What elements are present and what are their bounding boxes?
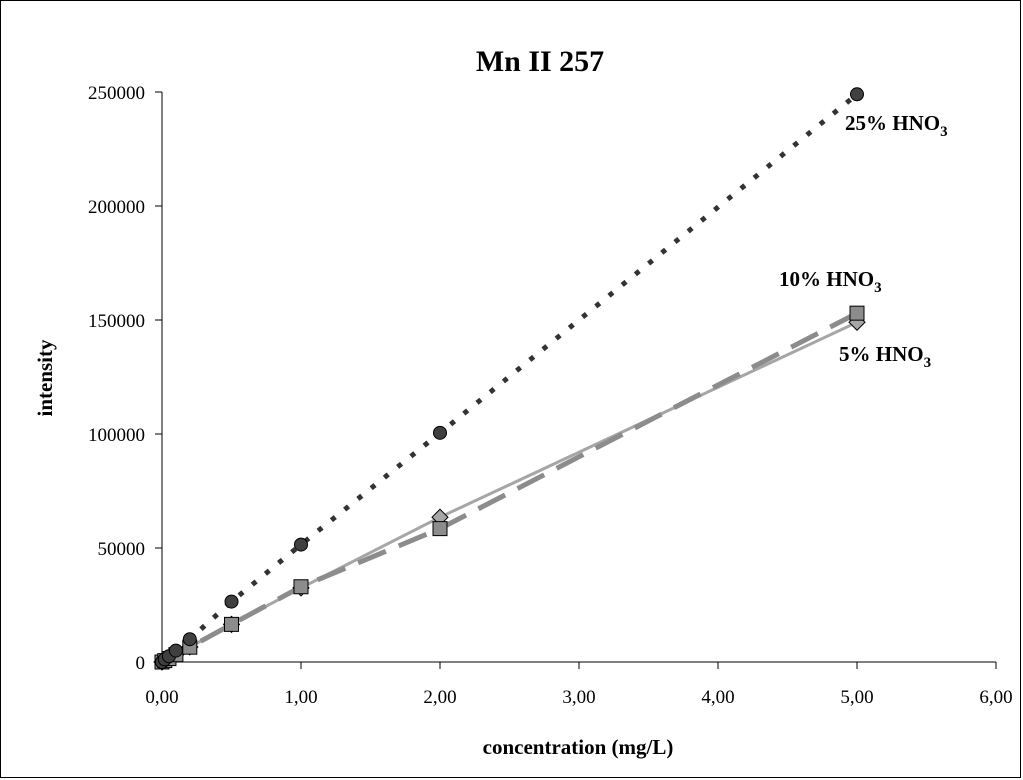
chart-title: Mn II 257 [476,45,604,78]
series-label: 10% HNO3 [779,267,882,296]
y-tick-label: 200000 [88,197,145,218]
y-tick-label: 150000 [88,311,145,332]
data-point [432,521,448,537]
series-line [161,320,858,664]
series-markers [153,87,866,671]
x-tick-label: 0,00 [145,687,178,708]
data-point [224,594,239,609]
axes [155,91,997,669]
series-labels: 25% HNO3 10% HNO3 5% HNO3 [779,111,948,371]
x-tick-label: 5,00 [840,687,873,708]
series-line [160,92,859,664]
tick-labels: 0,00 1,00 2,00 3,00 4,00 5,00 6,00 0 50000 100000… [88,83,1013,708]
data-point [182,632,197,647]
data-point [293,579,309,595]
y-tick-label: 250000 [88,83,145,104]
y-tick-label: 0 [136,653,146,674]
x-tick-label: 1,00 [284,687,317,708]
data-point [433,425,447,440]
data-point [168,643,183,658]
series-label: 25% HNO3 [845,111,948,140]
series-line [160,310,859,665]
data-point [294,537,308,552]
data-point [224,616,239,632]
data-point [850,87,864,102]
series-label: 5% HNO3 [839,342,931,371]
series-lines [160,92,859,665]
x-axis-title: concentration (mg/L) [483,735,674,759]
x-tick-label: 2,00 [423,687,456,708]
y-tick-label: 100000 [88,425,145,446]
x-tick-label: 4,00 [701,687,734,708]
x-tick-label: 6,00 [979,687,1012,708]
x-tick-label: 3,00 [562,687,595,708]
y-tick-label: 50000 [98,539,146,560]
data-point [849,305,865,321]
y-axis-title: intensity [33,339,57,417]
